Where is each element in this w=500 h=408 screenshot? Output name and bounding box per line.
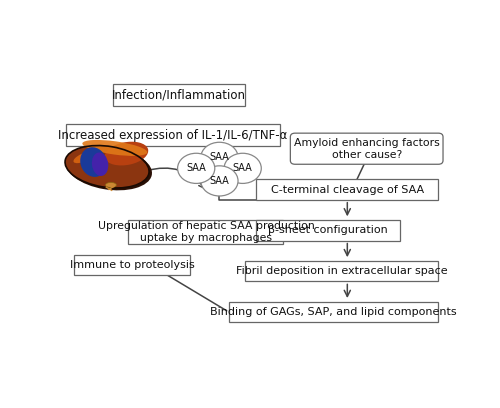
Ellipse shape xyxy=(74,151,94,163)
FancyBboxPatch shape xyxy=(66,124,280,146)
FancyBboxPatch shape xyxy=(244,261,438,282)
Text: Binding of GAGs, SAP, and lipid components: Binding of GAGs, SAP, and lipid componen… xyxy=(210,307,457,317)
Text: SAA: SAA xyxy=(210,152,230,162)
Ellipse shape xyxy=(92,153,108,176)
Text: Increased expression of IL-1/IL-6/TNF-α: Increased expression of IL-1/IL-6/TNF-α xyxy=(58,129,288,142)
Text: SAA: SAA xyxy=(186,163,206,173)
Circle shape xyxy=(201,166,238,196)
Text: Amyloid enhancing factors
other cause?: Amyloid enhancing factors other cause? xyxy=(294,138,440,160)
FancyBboxPatch shape xyxy=(290,133,443,164)
FancyBboxPatch shape xyxy=(256,220,400,241)
Text: β-sheet configuration: β-sheet configuration xyxy=(268,225,388,235)
Text: SAA: SAA xyxy=(210,176,230,186)
Circle shape xyxy=(178,153,215,184)
FancyBboxPatch shape xyxy=(113,84,244,106)
Ellipse shape xyxy=(82,140,148,156)
FancyBboxPatch shape xyxy=(229,302,438,322)
Text: C-terminal cleavage of SAA: C-terminal cleavage of SAA xyxy=(271,184,424,195)
Ellipse shape xyxy=(65,146,149,188)
FancyBboxPatch shape xyxy=(74,255,190,275)
Circle shape xyxy=(224,153,262,184)
Ellipse shape xyxy=(104,142,148,166)
Text: Immune to proteolysis: Immune to proteolysis xyxy=(70,260,194,270)
Text: Infection/Inflammation: Infection/Inflammation xyxy=(112,88,246,101)
Ellipse shape xyxy=(106,182,117,188)
FancyBboxPatch shape xyxy=(128,220,284,244)
Ellipse shape xyxy=(66,146,152,191)
Text: Upregulation of hepatic SAA production
uptake by macrophages: Upregulation of hepatic SAA production u… xyxy=(98,221,314,243)
Text: SAA: SAA xyxy=(233,163,252,173)
Circle shape xyxy=(201,142,238,173)
Ellipse shape xyxy=(80,147,107,177)
Text: Fibril deposition in extracellular space: Fibril deposition in extracellular space xyxy=(236,266,448,276)
FancyBboxPatch shape xyxy=(256,180,438,200)
